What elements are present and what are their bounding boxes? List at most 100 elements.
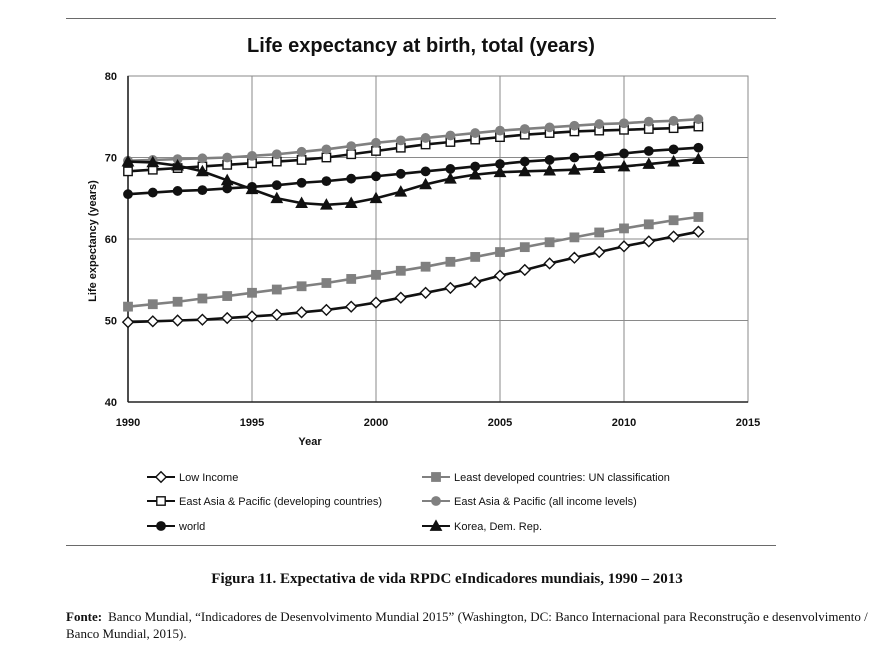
data-point [221, 311, 234, 325]
legend-label: Korea, Dem. Rep. [454, 521, 542, 533]
data-point [469, 276, 482, 289]
legend-label: world [178, 521, 205, 533]
source-note: Fonte: Banco Mundial, “Indicadores de Des… [66, 608, 884, 642]
data-point [395, 135, 406, 146]
data-point [123, 189, 133, 200]
data-point [320, 198, 333, 210]
data-point [172, 186, 183, 196]
data-point [270, 308, 283, 321]
data-point [518, 164, 532, 177]
data-point [245, 182, 259, 195]
legend-item: world [147, 521, 205, 533]
data-point [667, 230, 680, 243]
data-point [642, 235, 655, 248]
data-point [371, 137, 381, 148]
x-tick-label: 2010 [612, 417, 636, 429]
data-point [395, 265, 406, 276]
data-point [617, 240, 631, 253]
data-point [470, 252, 481, 262]
data-point [668, 115, 679, 126]
data-point [519, 242, 530, 253]
data-point [569, 232, 580, 243]
data-point [495, 247, 505, 257]
top-rule [66, 18, 776, 19]
data-point [320, 303, 333, 317]
data-point [619, 118, 629, 129]
series-4 [123, 142, 704, 200]
data-point [519, 124, 530, 134]
data-point [693, 114, 704, 125]
data-point [271, 284, 282, 295]
data-point [544, 237, 555, 248]
data-point [346, 149, 357, 160]
data-point [692, 225, 705, 238]
legend-label: East Asia & Pacific (all income levels) [454, 496, 637, 508]
data-point [295, 306, 308, 319]
x-tick-label: 2015 [736, 417, 760, 429]
series-line [127, 230, 699, 324]
data-point [371, 171, 381, 182]
y-axis-title: Life expectancy (years) [87, 180, 99, 302]
data-point [445, 256, 456, 267]
data-point [222, 291, 233, 301]
source-label: Fonte: [66, 609, 103, 624]
data-point [568, 163, 581, 175]
data-point [296, 146, 307, 157]
data-point [222, 183, 233, 194]
data-point [197, 185, 208, 196]
data-point [594, 227, 605, 238]
y-tick-label: 80 [105, 71, 117, 83]
data-point [693, 142, 704, 153]
data-point [197, 293, 208, 304]
data-point [395, 168, 406, 179]
legend-marker [431, 472, 441, 482]
x-tick-label: 2005 [488, 417, 512, 429]
data-point [420, 166, 431, 177]
data-point [419, 177, 432, 190]
data-point [617, 159, 631, 172]
data-point [592, 161, 606, 173]
series-0 [121, 225, 705, 329]
legend-marker [429, 519, 443, 531]
data-point [394, 185, 408, 197]
data-point [172, 296, 183, 307]
data-point [445, 130, 456, 141]
data-point [569, 152, 580, 163]
data-point [295, 196, 308, 209]
series-3 [123, 114, 704, 166]
x-tick-label: 1990 [116, 417, 140, 429]
data-point [444, 281, 457, 295]
data-point [222, 152, 233, 163]
legend-marker [156, 521, 166, 531]
data-point [543, 163, 556, 176]
data-point [668, 215, 679, 226]
legend-item: Low Income [147, 470, 238, 484]
y-tick-label: 40 [105, 397, 117, 409]
data-point [643, 146, 654, 156]
data-point [445, 164, 456, 174]
data-point [495, 125, 505, 136]
data-point [171, 159, 184, 171]
data-point [593, 245, 606, 259]
data-point [519, 156, 530, 167]
legend-marker [154, 470, 168, 484]
y-tick-label: 60 [105, 234, 117, 246]
x-tick-label: 1995 [240, 417, 264, 429]
data-point [643, 219, 654, 230]
legend-label: East Asia & Pacific (developing countrie… [179, 496, 382, 508]
bottom-rule [66, 545, 776, 546]
legend-item: Korea, Dem. Rep. [422, 519, 542, 533]
data-point [345, 300, 358, 313]
data-point [420, 133, 431, 143]
series-line [127, 125, 699, 173]
data-point [369, 296, 383, 309]
data-point [197, 153, 208, 164]
data-point [321, 176, 332, 187]
data-point [220, 173, 234, 186]
data-point [544, 122, 555, 133]
data-point [123, 166, 133, 177]
legend-label: Least developed countries: UN classifica… [454, 472, 670, 484]
legend-item: East Asia & Pacific (all income levels) [422, 496, 637, 508]
data-point [121, 154, 135, 167]
data-point [123, 301, 133, 312]
